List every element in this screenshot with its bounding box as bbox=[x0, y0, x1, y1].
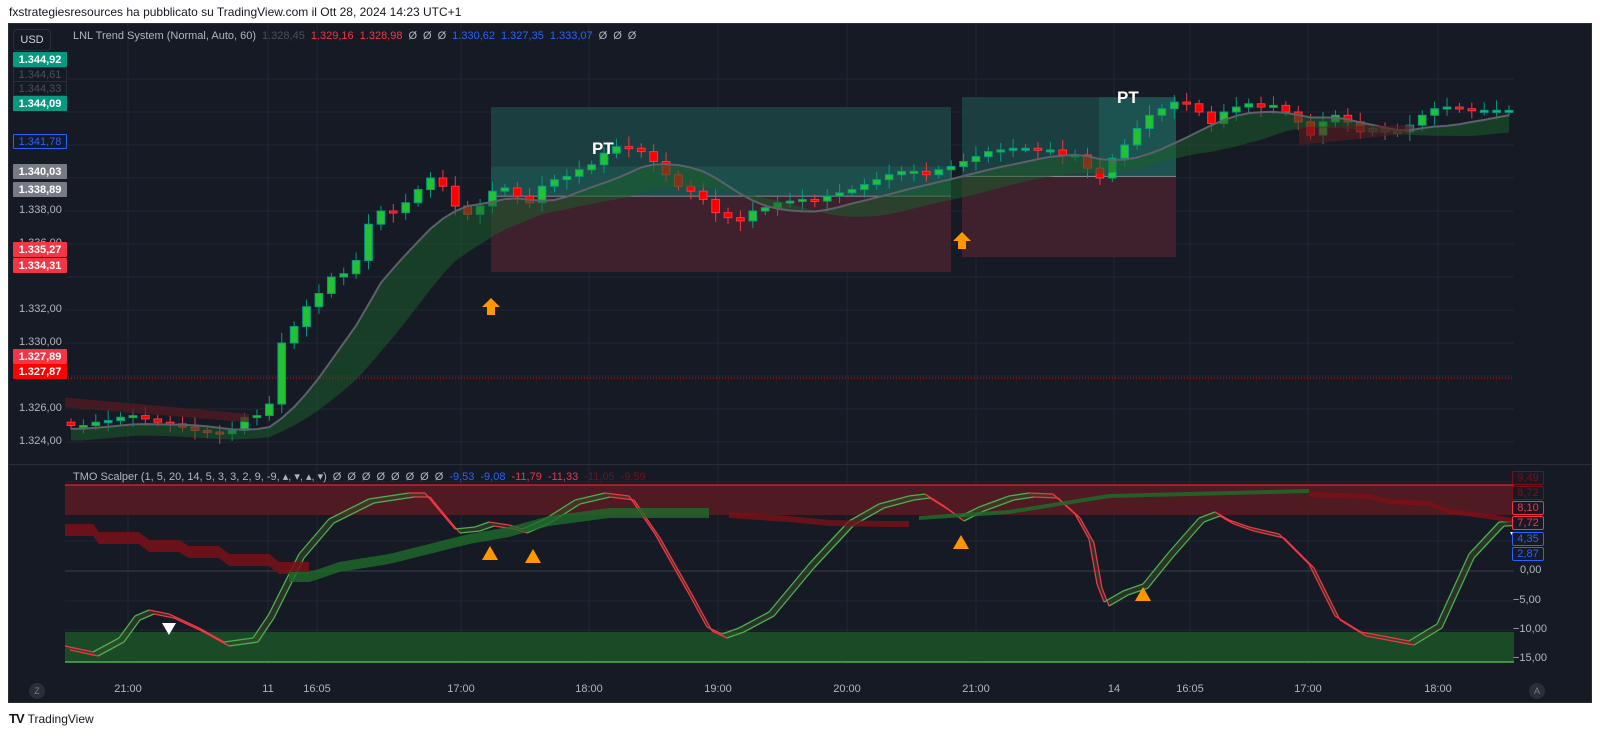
profit-target-label-2: PT bbox=[1117, 88, 1139, 107]
main-legend-value: Ø bbox=[408, 30, 418, 42]
price-tag: 1.344,61 bbox=[13, 67, 67, 82]
osc-axis-label: −5,00 bbox=[1513, 594, 1541, 606]
buy-signal-triangle-icon bbox=[482, 546, 498, 560]
price-tag: 1.340,03 bbox=[13, 164, 67, 179]
time-axis-label: 18:00 bbox=[575, 683, 603, 695]
main-legend-value: Ø bbox=[627, 30, 637, 42]
osc-axis-label: −15,00 bbox=[1513, 652, 1547, 664]
price-axis-label: 1.326,00 bbox=[19, 402, 62, 414]
time-axis-label: 17:00 bbox=[447, 683, 475, 695]
oscillator-name: TMO Scalper (1, 5, 20, 14, 5, 3, 3, 2, 9… bbox=[73, 471, 327, 483]
buy-signal-triangle-icon bbox=[953, 535, 969, 549]
time-axis-label: 20:00 bbox=[833, 683, 861, 695]
footer-branding: TV TradingView bbox=[9, 711, 94, 726]
main-legend-value: Ø bbox=[437, 30, 447, 42]
osc-legend-value: Ø bbox=[332, 470, 342, 483]
chart-canvas[interactable] bbox=[9, 24, 1593, 704]
main-legend-value: 1.330,62 bbox=[452, 30, 495, 42]
main-indicator-name: LNL Trend System (Normal, Auto, 60) bbox=[73, 30, 256, 42]
auto-scale-button[interactable]: A bbox=[1529, 683, 1545, 699]
tradingview-logo-icon: TV bbox=[9, 711, 25, 726]
main-legend-value: 1.327,35 bbox=[501, 30, 544, 42]
osc-legend-value: Ø bbox=[420, 470, 429, 483]
main-legend-value: 1.333,07 bbox=[549, 30, 593, 42]
price-tag: 1.327,87 bbox=[13, 364, 67, 379]
oscillator-values: Ø Ø Ø Ø Ø Ø Ø Ø -9,53 -9,08 -11,79 -11,33 -11,05 -9,5… bbox=[333, 471, 646, 483]
time-axis-label: 21:00 bbox=[114, 683, 142, 695]
time-axis-label: 19:00 bbox=[704, 683, 732, 695]
osc-value-tag: 2,87 bbox=[1512, 547, 1544, 561]
main-legend-value: Ø bbox=[598, 30, 608, 42]
main-legend-value: 1.328,45 bbox=[262, 30, 305, 42]
chart-frame[interactable]: USD LNL Trend System (Normal, Auto, 60) … bbox=[8, 23, 1592, 703]
main-legend-value: 1.328,98 bbox=[359, 30, 403, 42]
price-axis-label: 1.332,00 bbox=[19, 303, 62, 315]
osc-value-tag: 8,10 bbox=[1512, 501, 1544, 515]
tradingview-brand-text: TradingView bbox=[27, 711, 94, 726]
osc-legend-value: -11,05 bbox=[584, 470, 615, 483]
price-axis-label: 1.338,00 bbox=[19, 204, 62, 216]
osc-legend-value: -9,59 bbox=[620, 470, 646, 483]
price-tag: 1.335,27 bbox=[13, 242, 67, 257]
osc-value-tag: 8,72 bbox=[1512, 486, 1544, 500]
osc-legend-value: Ø bbox=[361, 470, 371, 483]
osc-legend-value: Ø bbox=[405, 470, 415, 483]
osc-value-tag: 7,72 bbox=[1512, 516, 1544, 530]
time-axis-label: 16:05 bbox=[1176, 683, 1204, 695]
time-axis-label: 18:00 bbox=[1424, 683, 1452, 695]
osc-value-tag: 4,35 bbox=[1512, 532, 1544, 546]
trend-ma-line bbox=[71, 110, 1510, 431]
htf-bear-band bbox=[65, 524, 309, 574]
long-entry-arrow-icon bbox=[482, 298, 500, 315]
osc-legend-value: -11,79 bbox=[511, 470, 542, 483]
price-tag: 1.344,92 bbox=[13, 52, 67, 67]
osc-legend-value: Ø bbox=[347, 470, 356, 483]
osc-axis-label: −10,00 bbox=[1513, 623, 1547, 635]
osc-legend-value: -9,53 bbox=[449, 470, 475, 483]
price-tag: 1.341,78 bbox=[13, 134, 67, 149]
pane-separator[interactable] bbox=[9, 464, 1591, 465]
osc-legend-value: Ø bbox=[391, 470, 400, 483]
htf-bull-band bbox=[289, 508, 709, 582]
sell-signal-triangle-icon bbox=[162, 623, 176, 635]
main-indicator-legend[interactable]: LNL Trend System (Normal, Auto, 60) 1.32… bbox=[73, 30, 636, 42]
osc-legend-value: Ø bbox=[376, 470, 386, 483]
time-axis-label: 11 bbox=[262, 683, 274, 695]
zoom-reset-button[interactable]: Z bbox=[29, 683, 45, 699]
oscillator-legend[interactable]: TMO Scalper (1, 5, 20, 14, 5, 3, 3, 2, 9… bbox=[73, 470, 646, 484]
publish-caption: fxstrategiesresources ha pubblicato su T… bbox=[9, 5, 462, 19]
osc-legend-value: Ø bbox=[434, 470, 444, 483]
time-axis-label: 17:00 bbox=[1294, 683, 1322, 695]
buy-signal-triangle-icon bbox=[1135, 587, 1151, 601]
oversold-zone bbox=[65, 632, 1514, 662]
price-tag: 1.327,89 bbox=[13, 349, 67, 364]
price-tag: 1.344,33 bbox=[13, 81, 67, 96]
main-indicator-values: 1.328,45 1.329,16 1.328,98 Ø Ø Ø 1.330,62 1.327… bbox=[262, 30, 636, 42]
price-tag: 1.338,89 bbox=[13, 182, 67, 197]
main-legend-value: Ø bbox=[423, 30, 432, 42]
time-axis-label: 16:05 bbox=[303, 683, 331, 695]
price-axis-label: 1.324,00 bbox=[19, 435, 62, 447]
osc-legend-value: -11,33 bbox=[547, 470, 579, 483]
price-tag: 1.334,31 bbox=[13, 258, 67, 273]
main-legend-value: 1.329,16 bbox=[310, 30, 354, 42]
currency-button[interactable]: USD bbox=[13, 29, 51, 51]
long-entry-arrow-icon bbox=[953, 232, 971, 249]
osc-axis-label: 0,00 bbox=[1520, 564, 1542, 576]
osc-value-tag: 9,49 bbox=[1512, 471, 1544, 485]
buy-signal-triangle-icon bbox=[525, 549, 541, 563]
osc-legend-value: -9,08 bbox=[480, 470, 506, 483]
time-axis-label: 14 bbox=[1107, 683, 1121, 695]
time-axis-label: 21:00 bbox=[962, 683, 990, 695]
price-axis-label: 1.330,00 bbox=[19, 336, 62, 348]
main-legend-value: Ø bbox=[613, 30, 622, 42]
price-tag: 1.344,09 bbox=[13, 96, 67, 111]
profit-target-label-1: PT bbox=[592, 139, 614, 158]
